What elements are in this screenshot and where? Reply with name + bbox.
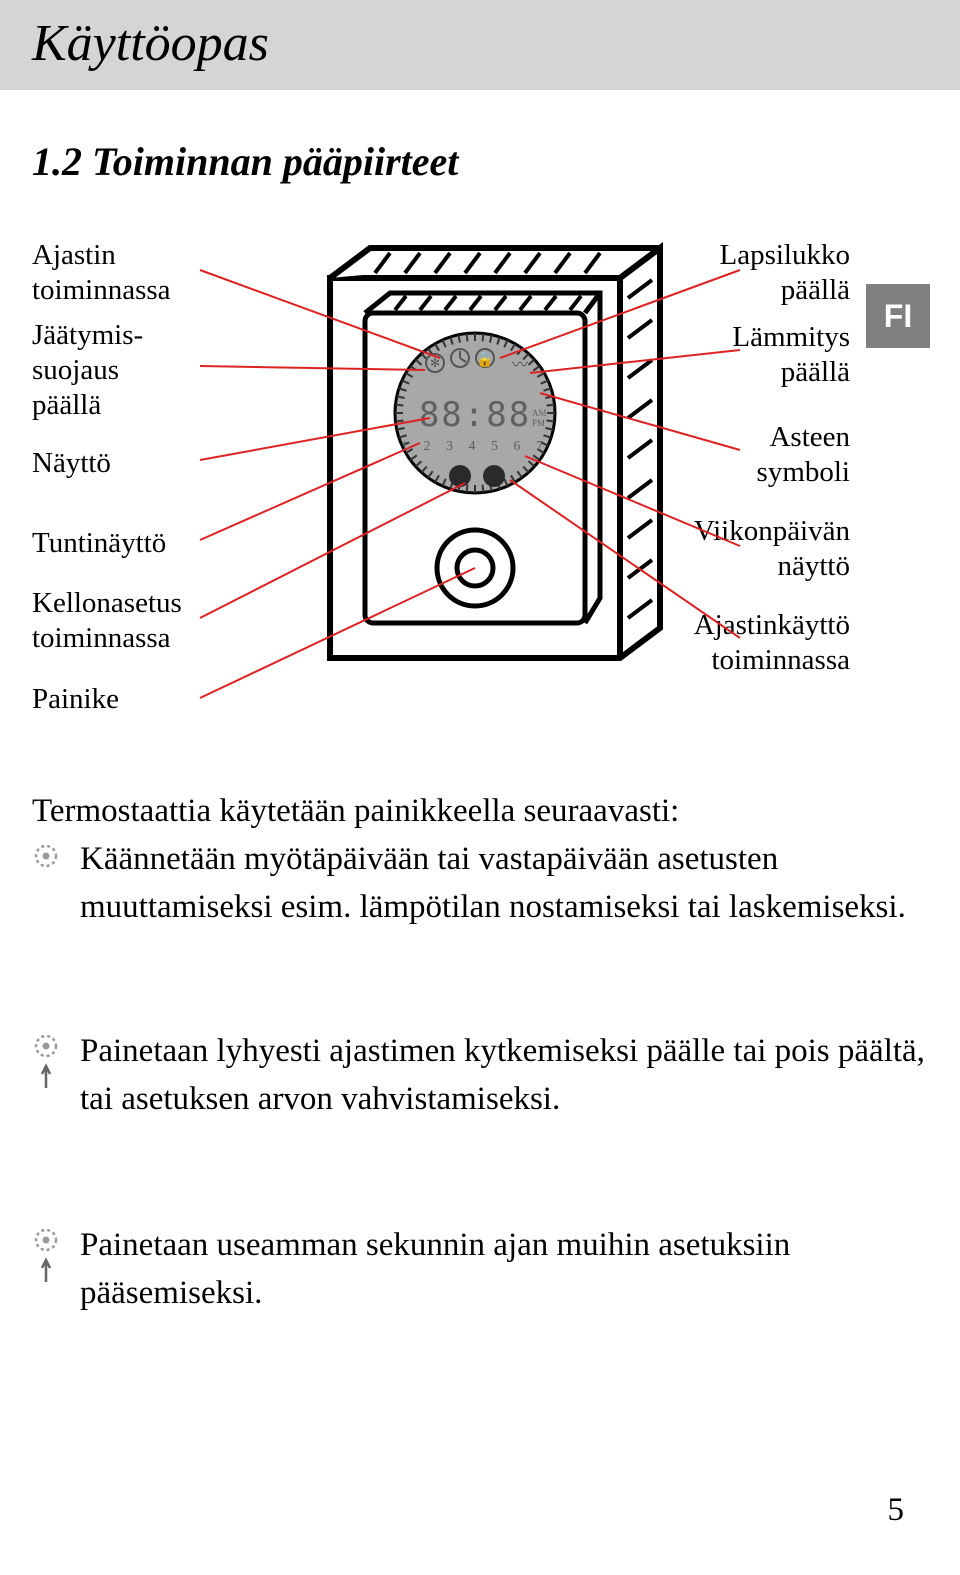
bullet-press-short-text: Painetaan lyhyesti ajastimen kytkemiseks… [80, 1028, 928, 1124]
svg-text:〰: 〰 [512, 357, 528, 374]
svg-text:AM: AM [532, 408, 547, 418]
label-jaatymis: Jäätymis- suojaus päällä [32, 318, 143, 422]
label-asteen: Asteen symboli [757, 420, 850, 490]
press-icon [32, 1028, 80, 1113]
section-heading: 1.2 Toiminnan pääpiirteet [32, 138, 458, 185]
rotate-icon [32, 836, 80, 907]
svg-text:🔒: 🔒 [476, 352, 493, 368]
page-title: Käyttöopas [32, 14, 269, 73]
label-naytto: Näyttö [32, 446, 111, 481]
label-viikonpaiva: Viikonpäivän näyttö [694, 514, 850, 584]
label-ajastin: Ajastin toiminnassa [32, 238, 171, 308]
svg-text:1 2 3 4 5 6 7: 1 2 3 4 5 6 7 [401, 439, 549, 454]
page-number: 5 [888, 1492, 905, 1529]
label-tuntinaytto: Tuntinäyttö [32, 526, 166, 561]
thermostat-illustration: ✻ 🔒 〰 88:88 AM PM 1 2 3 4 5 6 7 [280, 238, 680, 678]
diagram-area: Ajastin toiminnassa Jäätymis- suojaus pä… [0, 238, 960, 728]
label-painike: Painike [32, 682, 119, 717]
svg-text:✻: ✻ [430, 356, 440, 370]
bullet-rotate: Käännetään myötäpäivään tai vastapäivään… [32, 836, 928, 932]
label-lammitys: Lämmitys päällä [732, 320, 850, 390]
label-ajastinkaytto: Ajastinkäyttö toiminnassa [694, 608, 850, 678]
press-long-icon [32, 1222, 80, 1307]
intro-text: Termostaattia käytetään painikkeella seu… [32, 788, 928, 836]
bullet-press-short: Painetaan lyhyesti ajastimen kytkemiseks… [32, 1028, 928, 1124]
label-kellonasetus: Kellonasetus toiminnassa [32, 586, 182, 656]
label-lapsilukko: Lapsilukko päällä [720, 238, 851, 308]
bullet-press-long: Painetaan useamman sekunnin ajan muihin … [32, 1222, 928, 1318]
bullet-rotate-text: Käännetään myötäpäivään tai vastapäivään… [80, 836, 928, 932]
svg-text:88:88: 88:88 [419, 395, 531, 435]
svg-text:PM: PM [532, 418, 545, 428]
bullet-press-long-text: Painetaan useamman sekunnin ajan muihin … [80, 1222, 928, 1318]
